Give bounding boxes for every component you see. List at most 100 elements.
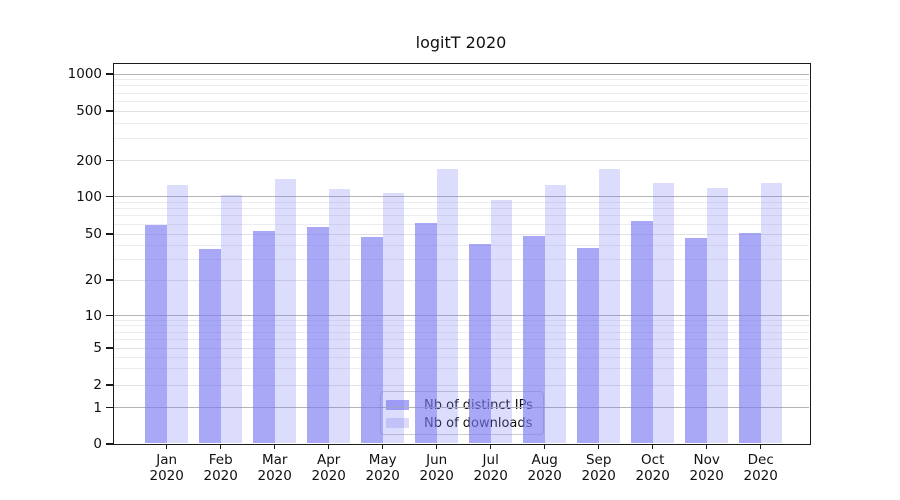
x-tick-label: Sep 2020	[572, 452, 626, 484]
x-tick-label: Mar 2020	[248, 452, 302, 484]
minor-gridline	[114, 325, 809, 327]
minor-gridline	[114, 259, 809, 261]
x-tick-label: Jun 2020	[410, 452, 464, 484]
sub-major-gridline	[114, 160, 809, 161]
sub-major-gridline	[114, 384, 809, 386]
y-tick-label: 2	[93, 377, 102, 393]
x-tick-month: Jul	[482, 452, 499, 468]
minor-gridline	[114, 338, 809, 340]
y-tick-mark	[106, 159, 113, 162]
bar-downloads	[274, 179, 297, 443]
x-tick-label: Aug 2020	[518, 452, 572, 484]
x-tick-year: 2020	[365, 468, 400, 484]
x-tick-year: 2020	[527, 468, 562, 484]
x-tick-year: 2020	[581, 468, 616, 484]
major-gridline	[114, 196, 809, 197]
y-tick-mark	[106, 279, 113, 281]
y-tick-mark	[106, 407, 113, 409]
x-tick-month: Feb	[208, 452, 233, 468]
minor-gridline	[114, 223, 809, 225]
bar-downloads	[598, 168, 621, 443]
x-tick-year: 2020	[149, 468, 184, 484]
x-tick-month: Jun	[426, 452, 448, 468]
bar-downloads	[490, 199, 513, 443]
bar-distinct-ips	[631, 221, 653, 443]
minor-gridline	[114, 92, 809, 94]
bar-downloads	[328, 189, 351, 443]
bar-distinct-ips	[253, 230, 275, 443]
bar-distinct-ips	[307, 226, 329, 443]
minor-gridline	[114, 319, 809, 321]
bar-downloads	[544, 184, 567, 443]
legend-swatch-downloads	[386, 418, 409, 428]
x-tick-month: Apr	[317, 452, 341, 468]
x-tick-year: 2020	[743, 468, 778, 484]
x-tick-label: Apr 2020	[302, 452, 356, 484]
sub-major-gridline	[114, 347, 809, 349]
y-tick-label: 1000	[67, 66, 102, 82]
minor-gridline	[114, 85, 809, 87]
y-tick-mark	[106, 110, 113, 112]
x-tick-label: Jan 2020	[140, 452, 194, 484]
minor-gridline	[114, 201, 809, 203]
x-tick-mark	[436, 444, 438, 449]
bar-downloads	[652, 183, 675, 443]
minor-gridline	[114, 215, 809, 217]
x-tick-month: Nov	[693, 452, 720, 468]
bar-distinct-ips	[361, 237, 383, 443]
y-tick-label: 10	[84, 307, 102, 324]
x-tick-mark	[544, 444, 546, 449]
y-tick-label: 0	[93, 436, 102, 452]
major-gridline	[114, 407, 809, 409]
bar-distinct-ips	[577, 247, 599, 443]
bar-downloads	[760, 183, 783, 443]
x-tick-mark	[166, 444, 168, 449]
x-tick-year: 2020	[203, 468, 238, 484]
minor-gridline	[114, 331, 809, 333]
chart-title: logitT 2020	[415, 33, 507, 52]
legend-swatch-distinct-ips	[386, 400, 409, 410]
x-tick-mark	[490, 444, 492, 449]
x-tick-mark	[706, 444, 708, 449]
minor-gridline	[114, 138, 809, 140]
sub-major-gridline	[114, 233, 809, 235]
x-tick-mark	[382, 444, 384, 449]
sub-major-gridline	[114, 279, 809, 281]
x-tick-mark	[328, 444, 330, 449]
sub-major-gridline	[114, 110, 809, 112]
y-tick-mark	[106, 233, 113, 235]
x-tick-mark	[652, 444, 654, 449]
y-tick-label: 1	[93, 399, 102, 416]
bar-distinct-ips	[685, 238, 707, 443]
bar-downloads	[166, 185, 189, 443]
y-tick-mark	[106, 73, 113, 75]
legend-row: Nb of distinct IPs	[386, 396, 538, 414]
legend-row: Nb of downloads	[386, 414, 538, 432]
minor-gridline	[114, 208, 809, 210]
x-tick-year: 2020	[473, 468, 508, 484]
y-tick-mark	[106, 347, 113, 349]
x-tick-label: Jul 2020	[464, 452, 518, 484]
x-tick-mark	[274, 444, 276, 449]
x-tick-month: Aug	[531, 452, 558, 468]
bar-distinct-ips	[739, 232, 761, 443]
minor-gridline	[114, 356, 809, 358]
major-gridline	[114, 73, 809, 75]
bar-distinct-ips	[199, 249, 221, 443]
bar-downloads	[436, 168, 459, 443]
y-tick-label: 200	[76, 152, 102, 169]
legend: Nb of distinct IPsNb of downloads	[380, 391, 544, 435]
x-tick-mark	[220, 444, 222, 449]
x-tick-mark	[598, 444, 600, 449]
bar-downloads	[382, 193, 405, 443]
x-tick-label: Feb 2020	[194, 452, 248, 484]
x-tick-month: May	[368, 452, 397, 468]
minor-gridline	[114, 100, 809, 102]
bar-distinct-ips	[145, 225, 167, 443]
y-tick-label: 100	[76, 188, 102, 205]
bar-downloads	[220, 195, 243, 443]
minor-gridline	[114, 368, 809, 370]
x-tick-year: 2020	[311, 468, 346, 484]
x-tick-month: Sep	[585, 452, 612, 468]
